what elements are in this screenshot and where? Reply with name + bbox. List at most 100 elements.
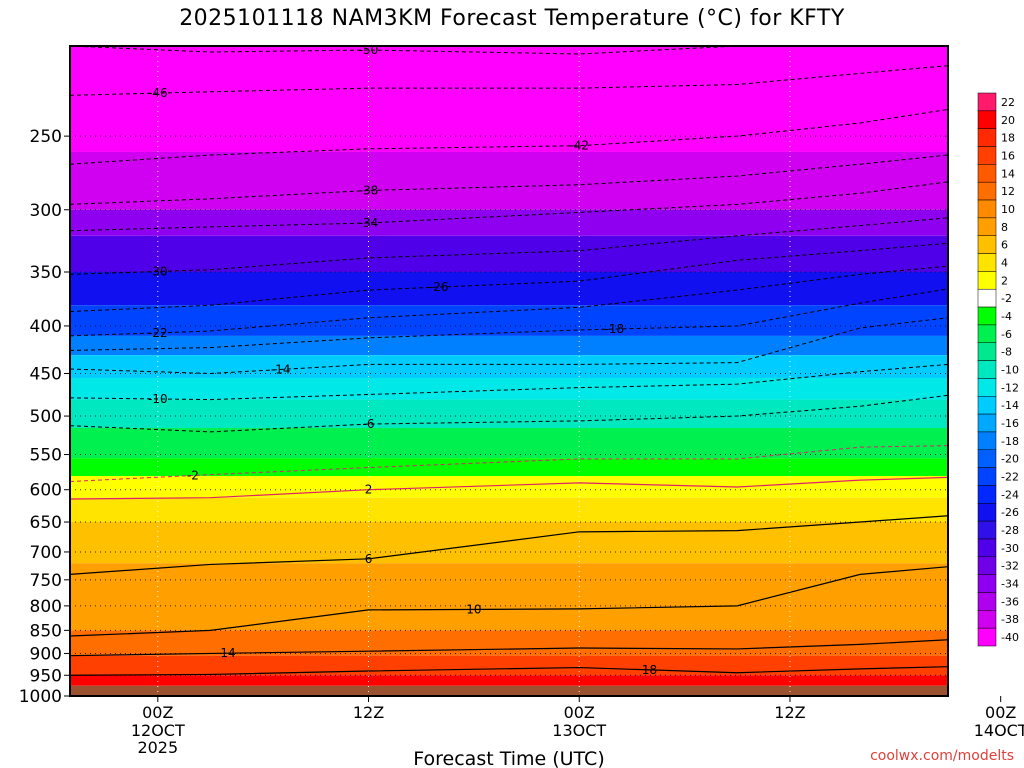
colorbar-label: -14 — [1001, 399, 1019, 412]
colorbar-label: -20 — [1001, 453, 1019, 466]
y-tick-label: 650 — [30, 513, 62, 533]
contour-label: 10 — [466, 602, 481, 616]
contour-line — [69, 181, 949, 232]
contour-label: -14 — [271, 362, 291, 376]
contour-line — [69, 445, 949, 483]
temperature-band — [70, 46, 948, 152]
temperature-band — [70, 458, 948, 477]
y-tick-label: 850 — [30, 621, 62, 641]
colorbar-swatch — [977, 271, 997, 290]
colorbar-label: -18 — [1001, 435, 1019, 448]
temperature-band — [70, 399, 948, 428]
colorbar-label: -34 — [1001, 578, 1019, 591]
contour-line — [69, 217, 949, 275]
contour-label: -26 — [429, 280, 449, 294]
contour-line — [69, 242, 949, 313]
colorbar-label: -24 — [1001, 488, 1019, 501]
contour-line — [69, 65, 949, 96]
colorbar-swatch — [977, 164, 997, 183]
colorbar-label: -2 — [1001, 292, 1012, 305]
y-tick-label: 950 — [30, 666, 62, 686]
y-tick-label: 250 — [30, 127, 62, 147]
y-tick-label: 800 — [30, 597, 62, 617]
contour-label: -34 — [359, 216, 379, 230]
contour-line — [69, 108, 949, 165]
contour-label: 6 — [365, 552, 373, 566]
contour-line — [69, 288, 949, 351]
contour-line — [69, 566, 949, 637]
colorbar-swatch — [977, 396, 997, 415]
contour-line — [69, 666, 949, 676]
contour-label: -42 — [569, 139, 589, 153]
colorbar-label: -10 — [1001, 364, 1019, 377]
chart-title: 2025101118 NAM3KM Forecast Temperature (… — [179, 6, 845, 31]
contour-line — [69, 476, 949, 500]
contour-label: -46 — [148, 86, 168, 100]
colorbar-label: -22 — [1001, 471, 1019, 484]
contour-line — [69, 639, 949, 657]
temperature-band — [70, 235, 948, 273]
colorbar-swatch — [977, 520, 997, 540]
x-axis-label: Forecast Time (UTC) — [413, 748, 604, 768]
colorbar-swatch — [977, 627, 997, 647]
contour-line — [69, 515, 949, 575]
contour-line — [69, 154, 949, 205]
y-tick-label: 400 — [30, 317, 62, 337]
contour-label: -22 — [148, 326, 168, 340]
temperature-band — [70, 476, 948, 498]
contour-label: -50 — [359, 43, 379, 57]
contour-line — [69, 265, 949, 337]
temperature-band — [70, 563, 948, 631]
y-tick-label: 450 — [30, 365, 62, 385]
colorbar-swatch — [977, 181, 997, 201]
x-tick-date: 13OCT — [552, 721, 606, 740]
contour-label: 2 — [365, 483, 373, 497]
colorbar-swatch — [977, 467, 997, 486]
colorbar-label: 10 — [1001, 203, 1015, 216]
contour-label: 18 — [642, 663, 657, 677]
contour-label: -2 — [187, 468, 199, 482]
contour-label: -18 — [605, 322, 625, 336]
y-tick-label: 350 — [30, 263, 62, 283]
colorbar-label: -28 — [1001, 524, 1019, 537]
colorbar-swatch — [977, 360, 997, 379]
colorbar-label: -12 — [1001, 381, 1019, 394]
colorbar-swatch — [977, 503, 997, 522]
colorbar-swatch — [977, 431, 997, 451]
colorbar-label: 4 — [1001, 256, 1008, 269]
contour-label: -30 — [148, 264, 168, 278]
temperature-band — [70, 497, 948, 523]
colorbar-swatch — [977, 217, 997, 236]
y-tick-label: 700 — [30, 543, 62, 563]
colorbar-swatch — [977, 574, 997, 593]
y-tick-label: 500 — [30, 407, 62, 427]
x-tick-label: 00Z — [142, 703, 173, 722]
x-tick-label: 00Z — [564, 703, 595, 722]
colorbar-label: -6 — [1001, 328, 1012, 341]
y-tick-label: 750 — [30, 571, 62, 591]
y-tick-label: 300 — [30, 201, 62, 221]
colorbar-label: 22 — [1001, 96, 1015, 109]
colorbar-swatch — [977, 253, 997, 272]
contour-line — [69, 45, 948, 55]
colorbar-label: 12 — [1001, 185, 1015, 198]
contour-label: -10 — [148, 392, 168, 406]
colorbar-label: 2 — [1001, 274, 1008, 287]
temperature-band — [70, 335, 948, 356]
colorbar-swatch — [977, 413, 997, 433]
contour-label: -38 — [359, 183, 379, 197]
contour-line — [69, 363, 949, 401]
colorbar-label: -4 — [1001, 310, 1012, 323]
colorbar-label: 20 — [1001, 114, 1015, 127]
colorbar-swatch — [977, 324, 997, 343]
temperature-band — [70, 355, 948, 378]
contour-label: -6 — [363, 417, 375, 431]
colorbar-swatch — [977, 146, 997, 165]
colorbar-swatch — [977, 342, 997, 361]
y-tick-label: 600 — [30, 481, 62, 501]
temperature-band — [70, 427, 948, 459]
colorbar-swatch — [977, 378, 997, 397]
colorbar-label: -26 — [1001, 506, 1019, 519]
